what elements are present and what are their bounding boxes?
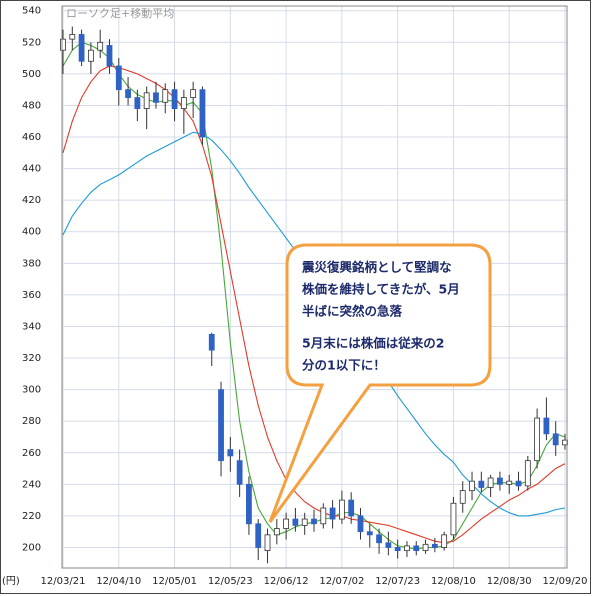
plot-frame [61,5,568,569]
y-tick-label: 520 [22,37,41,48]
candle-body [60,38,66,51]
y-tick-label: 420 [22,195,41,206]
candle-body [143,92,150,110]
candles [60,26,568,564]
candle-body [227,449,234,457]
candle-body [515,480,522,487]
x-tick-label: 12/04/10 [96,576,141,587]
candle-body [180,97,187,110]
x-tick-label: 12/07/23 [375,576,420,587]
candle-body [171,89,178,110]
candle-body [208,333,215,351]
x-tick-label: 12/07/02 [319,576,364,587]
x-tick-label: 12/08/10 [431,576,476,587]
candle-body [125,89,131,98]
x-tick-label: 12/05/23 [208,576,253,587]
callout-text: 5月末には株価は従来の2 [302,336,444,351]
candle-body [497,477,503,485]
candle-body [404,545,410,552]
candle-body [264,534,271,552]
y-tick-label: 440 [22,164,41,175]
y-unit: (円) [2,576,20,587]
candle-body [385,542,392,548]
candle-body [311,518,317,525]
candle-body [478,480,485,488]
candle-body [320,507,327,525]
candle-body [469,480,475,492]
y-tick-label: 220 [22,511,41,522]
candle-body [69,34,76,40]
candle-body [255,523,262,548]
y-tick-label: 300 [22,385,41,396]
candle-body [376,534,382,544]
candle-body [273,528,280,536]
candle-body [459,490,466,504]
y-tick-label: 480 [22,100,41,111]
y-tick-label: 500 [22,69,41,80]
candle-body [338,499,345,520]
candle-body [394,547,401,552]
candle-body [190,89,197,98]
candle-body [431,543,438,548]
candle-body [441,534,448,548]
callout-text: 分の1以下に！ [302,358,386,373]
candle-body [422,543,429,552]
candle-body [236,460,243,485]
candle-body [543,417,550,435]
y-tick-label: 240 [22,479,41,490]
candle-body [534,417,541,462]
candle-body [357,515,364,533]
candle-body [283,518,290,529]
candle-body [115,65,122,91]
callout-text: 震災復興銘柄として堅調な [301,260,452,275]
candle-body [162,89,169,103]
candle-body [348,499,355,517]
candle-body [246,483,252,525]
candle-body [218,389,224,462]
y-tick-label: 280 [22,416,41,427]
candle-body [552,433,559,446]
candle-body [199,89,206,138]
callout-text: 株価を維持してきたが、5月 [302,282,460,297]
candle-body [506,480,513,485]
y-tick-label: 460 [22,132,41,143]
x-tick-label: 12/03/21 [41,576,86,587]
candle-body [301,518,308,526]
candle-body [524,460,531,487]
candle-body [87,49,94,62]
y-tick-label: 540 [22,6,41,17]
moving-average-line [62,65,566,544]
x-tick-label: 12/05/01 [152,576,197,587]
candle-body [97,41,104,51]
y-tick-label: 260 [22,448,41,459]
candle-body [450,502,457,536]
candle-body [134,97,141,110]
y-tick-label: 320 [22,353,41,364]
candle-body [329,507,336,520]
candle-body [292,518,299,526]
callout-text: 半ばに突然の急落 [302,304,403,319]
callout-shape [268,243,492,523]
callout: 震災復興銘柄として堅調な 株価を維持してきたが、5月 半ばに突然の急落 5月末に… [268,243,492,523]
y-tick-label: 340 [22,321,41,332]
y-tick-label: 380 [22,258,41,269]
y-tick-label: 200 [22,542,41,553]
candle-body [413,545,420,552]
x-tick-label: 12/06/12 [264,576,309,587]
x-tick-label: 12/09/20 [543,576,588,587]
y-tick-label: 400 [22,227,41,238]
candle-body [78,34,85,62]
chart-title: ローソク足+移動平均 [66,6,174,20]
x-tick-label: 12/08/30 [487,576,532,587]
candle-body [106,45,113,67]
candle-body [487,477,494,488]
candle-body [366,531,373,536]
y-tick-label: 360 [22,290,41,301]
candle-body [153,92,159,103]
